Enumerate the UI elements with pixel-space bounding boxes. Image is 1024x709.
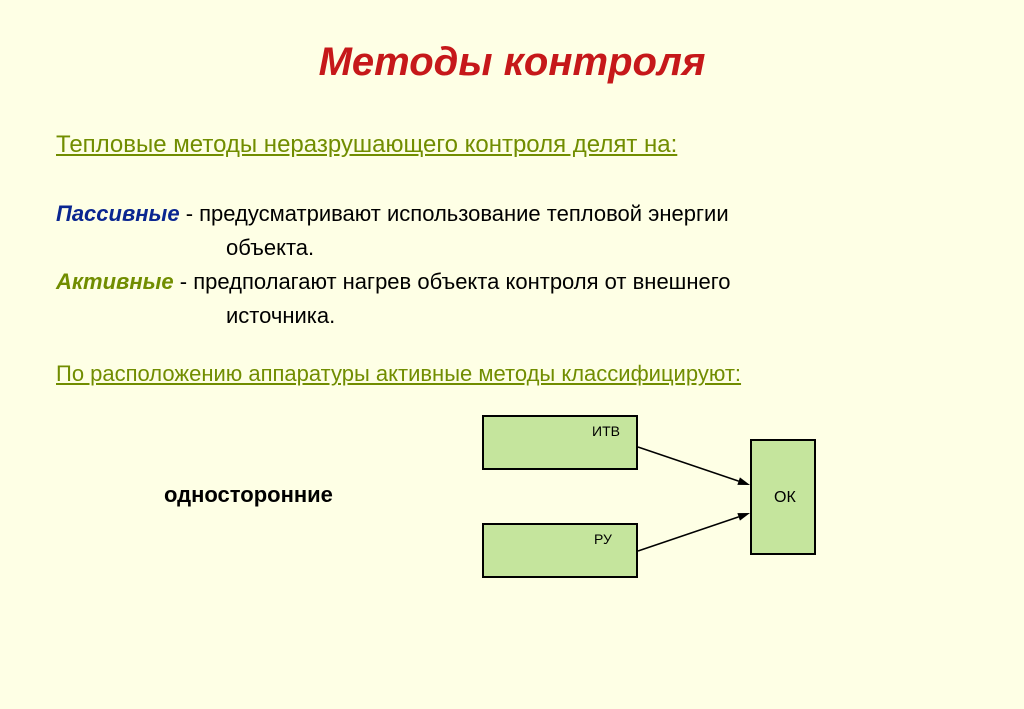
definition-passive: Пассивные - предусматривают использовани… [56,197,968,231]
desc-passive-1: предусматривают использование тепловой э… [193,201,729,226]
box-ok-label: ОК [774,489,796,507]
box-itv: ИТВ [482,415,638,470]
heading-classification: По расположению аппаратуры активные мето… [56,361,968,387]
diagram: односторонние ИТВ РУ ОК [56,407,946,637]
dash-active: - [174,269,187,294]
slide-title: Методы контроля [56,40,968,85]
term-passive: Пассивные [56,201,180,226]
desc-active-1: предполагают нагрев объекта контроля от … [187,269,730,294]
slide: Методы контроля Тепловые методы неразруш… [0,0,1024,709]
dash-passive: - [180,201,193,226]
box-ru-label: РУ [594,531,612,547]
definition-active: Активные - предполагают нагрев объекта к… [56,265,968,299]
box-ok: ОК [750,439,816,555]
label-onesided: односторонние [164,482,333,508]
definitions: Пассивные - предусматривают использовани… [56,197,968,333]
desc-passive-2: объекта. [56,231,968,265]
desc-active-2: источника. [56,299,968,333]
box-itv-label: ИТВ [592,423,620,439]
box-ru: РУ [482,523,638,578]
heading-thermal-methods: Тепловые методы неразрушающего контроля … [56,131,968,159]
term-active: Активные [56,269,174,294]
